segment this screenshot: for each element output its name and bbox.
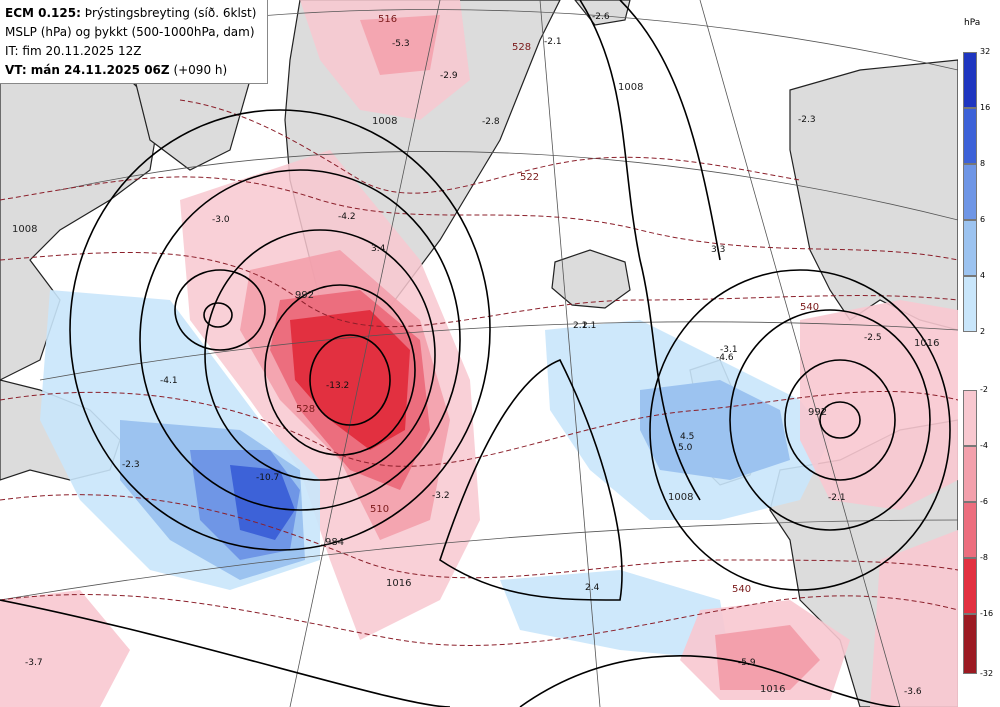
thickness-label: 522 bbox=[520, 172, 539, 183]
change-label: -2.3 bbox=[798, 115, 816, 125]
legend-tick: 4 bbox=[980, 271, 986, 280]
isobar-label: 1008 bbox=[12, 224, 37, 235]
isobar-label: 992 bbox=[295, 290, 314, 301]
legend-tick: -32 bbox=[980, 669, 994, 678]
thickness-labels: 516 528 540 510 528 540 522 bbox=[296, 14, 819, 595]
change-label: 5.0 bbox=[678, 443, 693, 453]
isobar-label: 1008 bbox=[372, 116, 397, 127]
change-label: -3.7 bbox=[25, 658, 43, 668]
isobar-label: 984 bbox=[325, 537, 344, 548]
legend-swatch-pos bbox=[963, 614, 977, 674]
change-label: -3.1 bbox=[720, 345, 738, 355]
thickness-label: 510 bbox=[370, 504, 389, 515]
change-label: -5.9 bbox=[738, 658, 756, 668]
pressure-change-labels: -5.3 -2.6 -2.1 -2.9 -2.8 -3.0 -4.2 -2.3 … bbox=[25, 12, 922, 697]
legend-swatch-pos bbox=[963, 502, 977, 558]
change-label: -2.1 bbox=[544, 37, 562, 47]
map-canvas: -5.3 -2.6 -2.1 -2.9 -2.8 -3.0 -4.2 -2.3 … bbox=[0, 0, 958, 707]
change-label: -3.0 bbox=[212, 215, 230, 225]
legend-unit: hPa bbox=[964, 18, 981, 28]
valid-time-value: VT: mán 24.11.2025 06Z bbox=[5, 63, 170, 77]
init-time: IT: fim 20.11.2025 12Z bbox=[5, 44, 142, 58]
change-label: -4.6 bbox=[716, 353, 734, 363]
title-line: ECM 0.125: Þrýstingsbreyting (síð. 6klst… bbox=[5, 4, 263, 23]
iceland bbox=[551, 249, 631, 309]
legend-swatch-pos bbox=[963, 446, 977, 502]
fields-line: MSLP (hPa) og þykkt (500-1000hPa, dam) bbox=[5, 25, 255, 39]
change-label: -3.6 bbox=[904, 687, 922, 697]
legend-tick: -8 bbox=[980, 553, 988, 562]
legend-swatch-neg bbox=[963, 164, 977, 220]
svalbard bbox=[574, 0, 631, 26]
legend-swatch-neg bbox=[963, 220, 977, 276]
change-label: 3.4 bbox=[371, 244, 386, 254]
change-label: 4.5 bbox=[680, 432, 694, 442]
change-label: 3.3 bbox=[711, 245, 725, 255]
change-label: -2.8 bbox=[482, 117, 500, 127]
change-label: -5.3 bbox=[392, 39, 410, 49]
isobar-label: 1016 bbox=[760, 684, 785, 695]
change-label: -4.1 bbox=[160, 376, 178, 386]
change-label: -2.3 bbox=[122, 460, 140, 470]
isobar-labels: 1008 1008 1008 992 1008 1016 1016 984 10… bbox=[12, 82, 939, 695]
change-label: -13.2 bbox=[326, 381, 349, 391]
change-label: -4.2 bbox=[338, 212, 356, 222]
legend-tick: -16 bbox=[980, 609, 994, 618]
product-title: Þrýstingsbreyting (síð. 6klst) bbox=[84, 6, 257, 20]
thickness-label: 528 bbox=[296, 404, 315, 415]
graticule bbox=[0, 0, 958, 707]
valid-time: VT: mán 24.11.2025 06Z (+090 h) bbox=[5, 61, 263, 80]
legend-tick: -2 bbox=[980, 385, 988, 394]
isobar-label: 1016 bbox=[386, 578, 411, 589]
legend-swatch-pos bbox=[963, 558, 977, 614]
legend-swatch-neg bbox=[963, 108, 977, 164]
weather-map: -5.3 -2.6 -2.1 -2.9 -2.8 -3.0 -4.2 -2.3 … bbox=[0, 0, 958, 707]
legend-tick: 32 bbox=[980, 47, 991, 56]
change-label: 2.4 bbox=[585, 583, 600, 593]
change-label: 2.1 bbox=[582, 321, 596, 331]
scandinavia bbox=[789, 59, 958, 331]
legend-tick: -6 bbox=[980, 497, 988, 506]
isobar-label: 1008 bbox=[668, 492, 693, 503]
map-info-header: ECM 0.125: Þrýstingsbreyting (síð. 6klst… bbox=[0, 0, 268, 84]
legend-swatch-neg bbox=[963, 276, 977, 332]
thickness-label: 528 bbox=[512, 42, 531, 53]
color-legend: hPa 32 16 8 6 4 2 -2 -4 -6 -8 -16 -32 bbox=[958, 0, 1000, 707]
change-label: -2.1 bbox=[828, 493, 846, 503]
isobar-label: 992 bbox=[808, 407, 827, 418]
legend-swatch-pos bbox=[963, 390, 977, 446]
pressure-change-shading bbox=[0, 0, 958, 707]
thickness-label: 540 bbox=[800, 302, 819, 313]
legend-swatch-neg bbox=[963, 52, 977, 108]
legend-tick: 6 bbox=[980, 215, 986, 224]
change-label: -2.5 bbox=[864, 333, 882, 343]
isobar-label: 1008 bbox=[618, 82, 643, 93]
thickness-contours bbox=[0, 99, 958, 646]
change-label: 2.1 bbox=[573, 321, 587, 331]
legend-tick: -4 bbox=[980, 441, 988, 450]
legend-tick: 8 bbox=[980, 159, 986, 168]
legend-tick: 2 bbox=[980, 327, 986, 336]
change-label: -2.6 bbox=[592, 12, 610, 22]
forecast-lead: (+090 h) bbox=[173, 63, 228, 77]
change-label: -10.7 bbox=[256, 473, 279, 483]
change-label: -3.2 bbox=[432, 491, 450, 501]
isobars bbox=[0, 0, 951, 707]
change-label: -2.9 bbox=[440, 71, 458, 81]
legend-tick: 16 bbox=[980, 103, 991, 112]
thickness-label: 540 bbox=[732, 584, 751, 595]
thickness-label: 516 bbox=[378, 14, 397, 25]
isobar-label: 1016 bbox=[914, 338, 939, 349]
model-name: ECM 0.125: bbox=[5, 6, 81, 20]
